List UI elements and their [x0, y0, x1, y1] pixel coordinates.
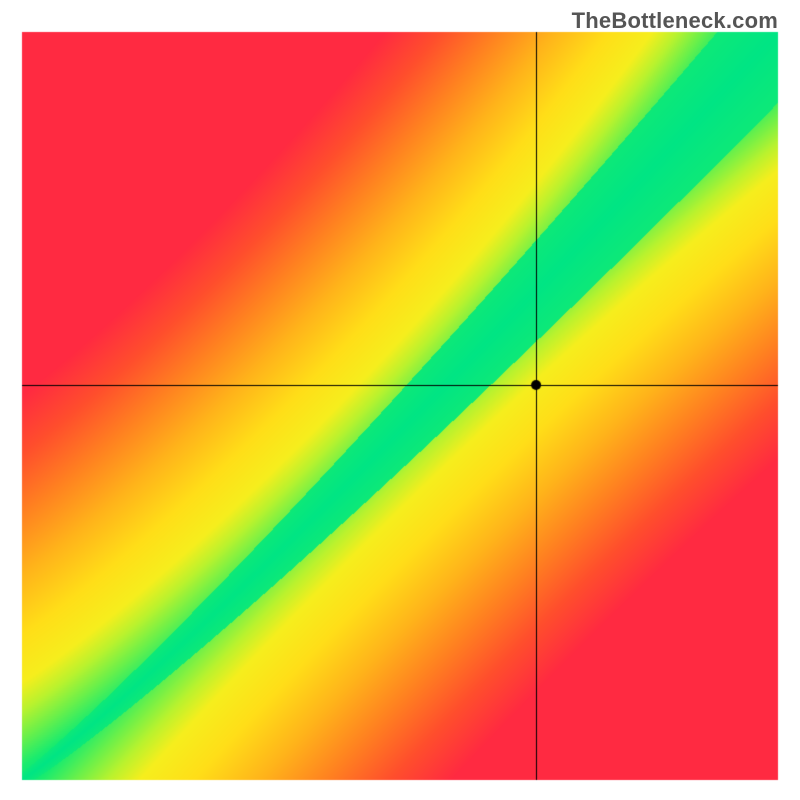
chart-wrapper: TheBottleneck.com: [0, 0, 800, 800]
bottleneck-heatmap: [0, 0, 800, 800]
watermark-text: TheBottleneck.com: [572, 8, 778, 34]
